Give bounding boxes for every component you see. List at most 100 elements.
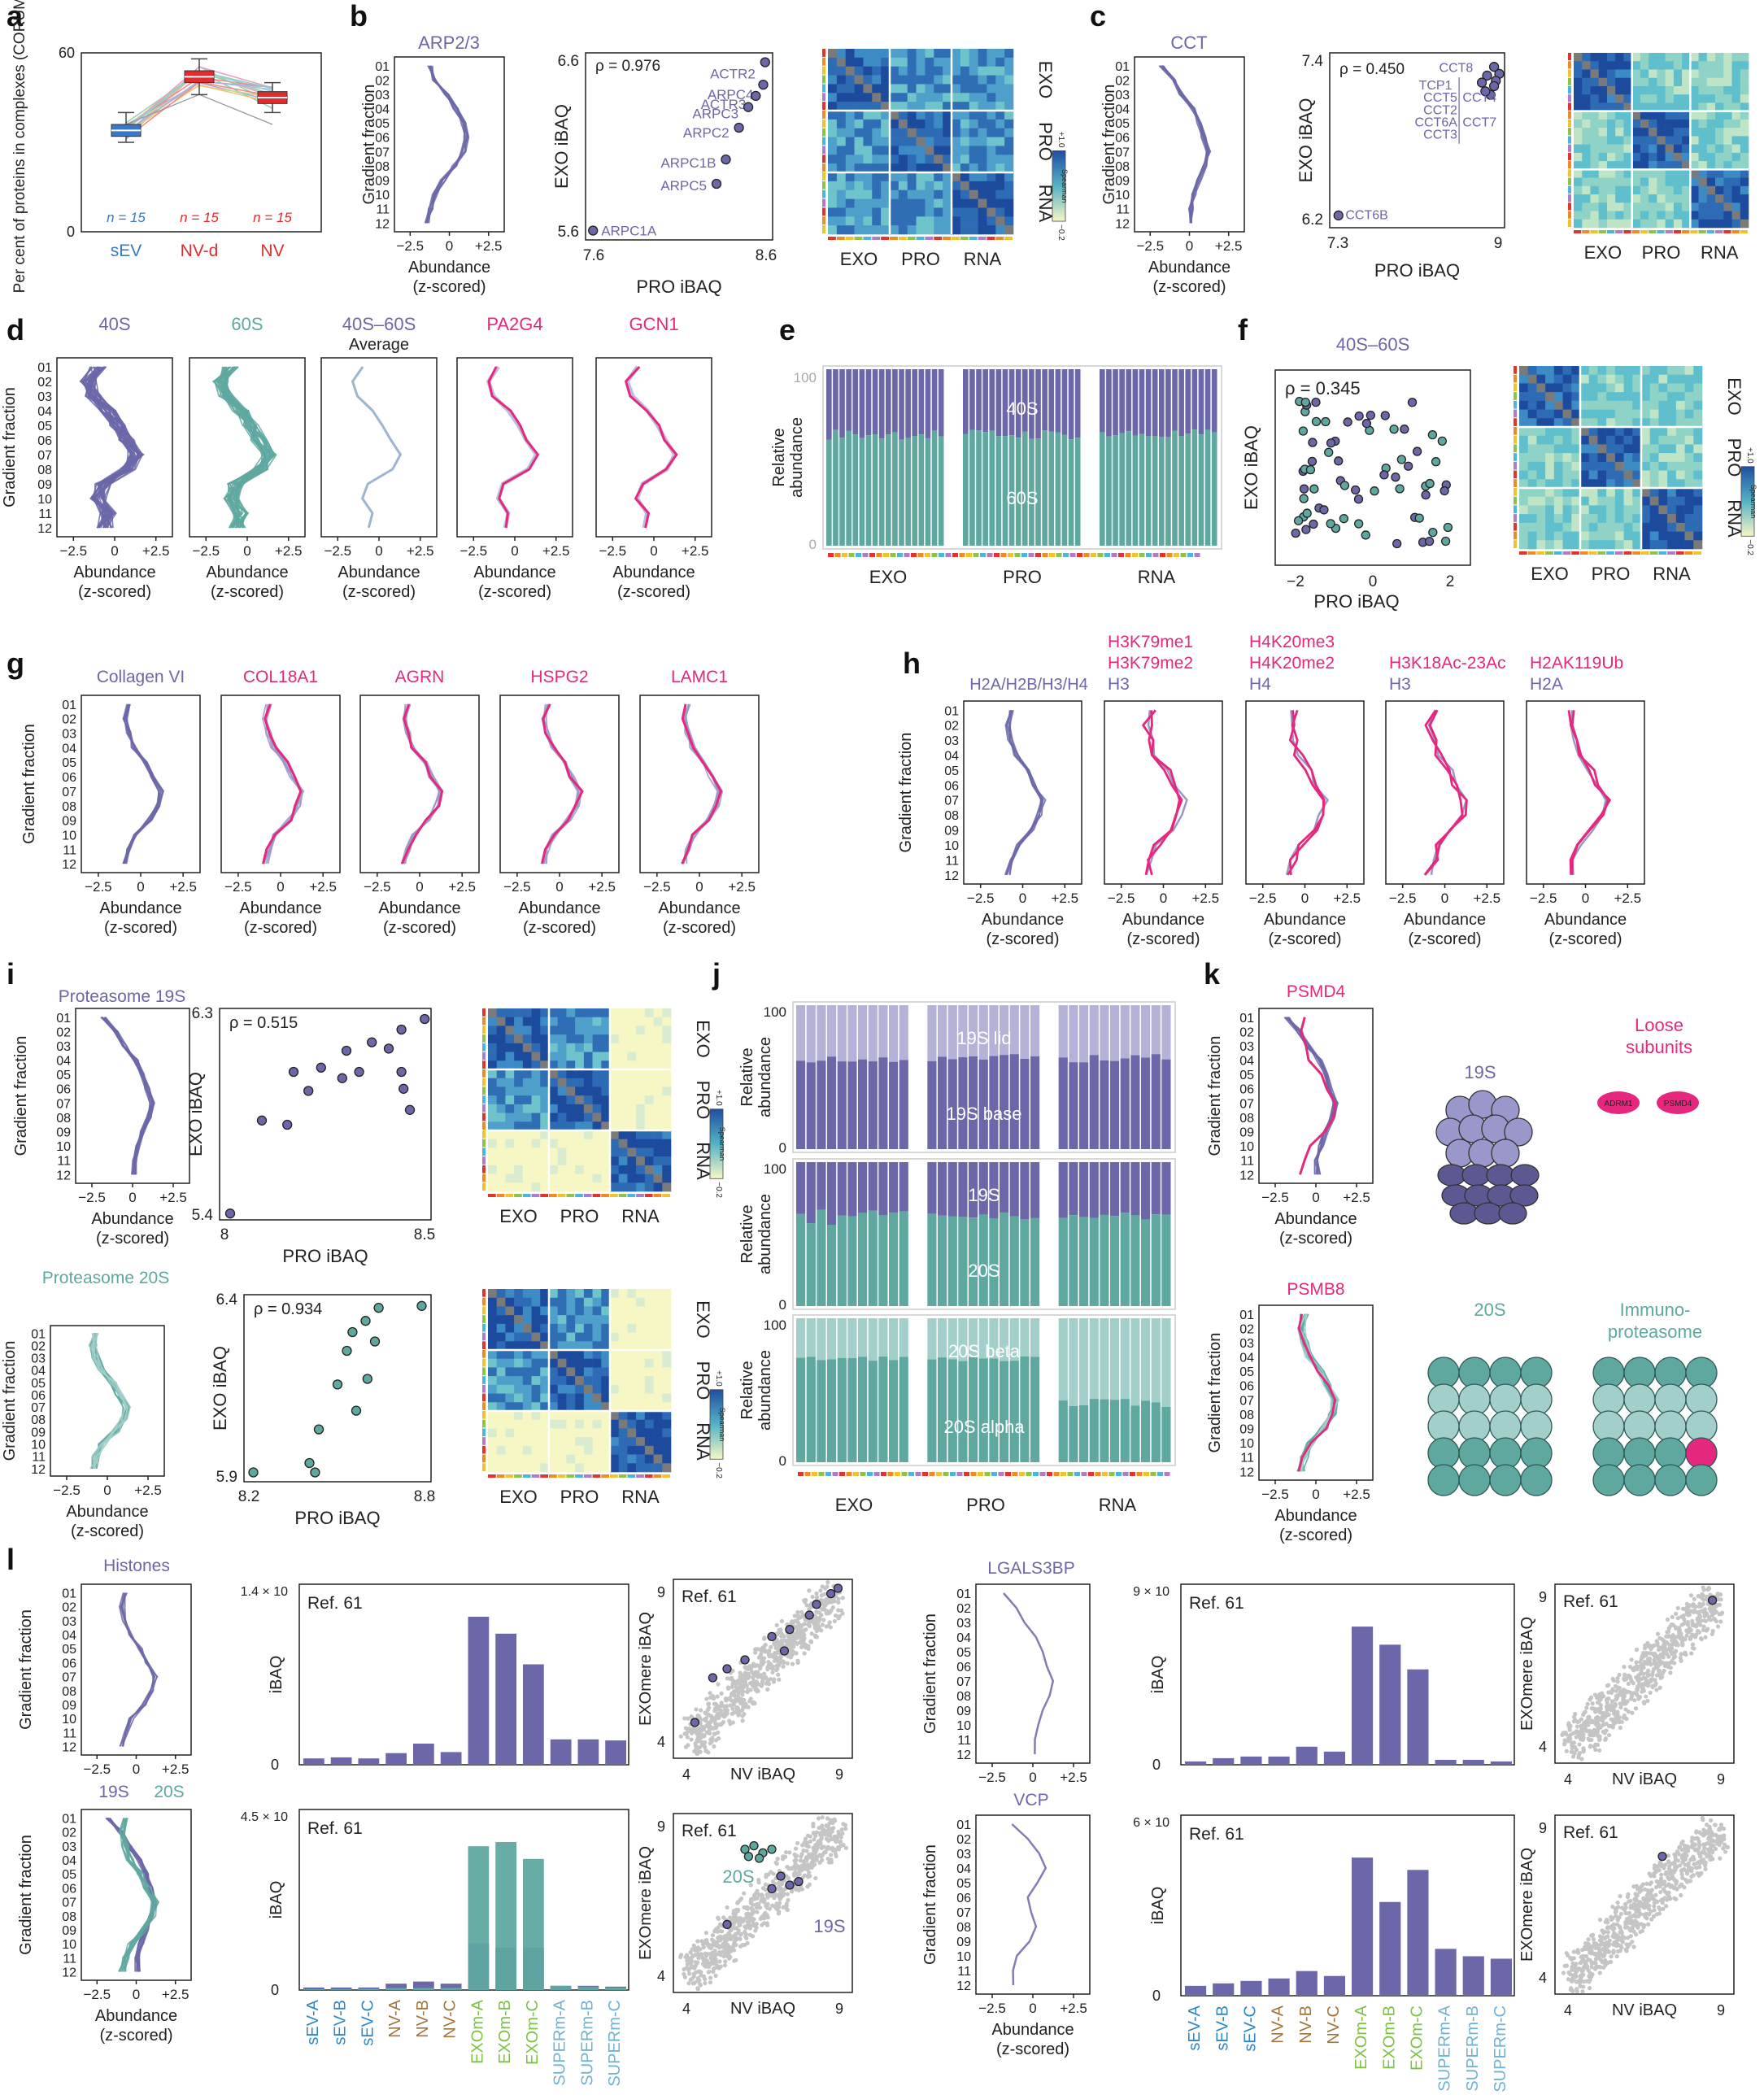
- heatmap-cell: [540, 1174, 550, 1183]
- heatmap-cell: [618, 1384, 628, 1394]
- sample-tick: [505, 1194, 514, 1197]
- heatmap-cell: [1641, 479, 1651, 489]
- heatmap-cell: [592, 1315, 602, 1325]
- bg-point: [838, 1839, 843, 1844]
- heatmap-cell: [1693, 435, 1703, 445]
- heatmap-cell: [1631, 185, 1641, 195]
- heatmap-cell: [881, 146, 891, 155]
- bg-point: [814, 1635, 820, 1640]
- bg-point: [765, 1687, 770, 1692]
- heatmap-cell: [1740, 53, 1749, 62]
- heatmap-cell: [845, 172, 855, 182]
- heatmap-cell: [653, 1454, 663, 1464]
- bar-segment-bottom: [1130, 1405, 1140, 1462]
- heatmap-cell: [505, 1306, 515, 1316]
- heatmap-cell: [557, 1026, 567, 1035]
- heatmap-cell: [1606, 128, 1616, 137]
- heatmap-cell: [601, 1156, 611, 1166]
- heatmap-cell: [1731, 69, 1741, 79]
- x-tick-label: +2.5: [588, 879, 616, 895]
- heatmap-cell: [618, 1043, 628, 1052]
- bg-point: [792, 1613, 797, 1618]
- bar-segment-bottom: [963, 433, 969, 546]
- sample-tick: [822, 216, 825, 225]
- heatmap-cell: [987, 84, 996, 94]
- y-axis-label: abundance: [788, 417, 806, 498]
- scatter-frame: [673, 1813, 853, 1993]
- heatmap-cell: [1731, 111, 1741, 120]
- heatmap-cell: [653, 1376, 663, 1386]
- sample-tick: [644, 1474, 653, 1478]
- heatmap-cell: [610, 1315, 620, 1325]
- fraction-tick: 12: [62, 1966, 76, 1980]
- heatmap-cell: [540, 1087, 550, 1096]
- block-label: RNA: [1099, 1495, 1137, 1515]
- heatmap-cell: [1665, 219, 1675, 229]
- heatmap-cell: [1582, 152, 1591, 162]
- x-tick-label: +2.5: [407, 543, 434, 559]
- heatmap-cell: [1706, 169, 1716, 178]
- sample-tick: [1615, 230, 1623, 233]
- heatmap-cell: [592, 1332, 602, 1342]
- heatmap-cell: [549, 1402, 559, 1412]
- heatmap-cell: [828, 216, 838, 226]
- sample-tick: [1568, 177, 1571, 185]
- profile-line: [625, 365, 677, 529]
- bg-point: [820, 1823, 825, 1828]
- sample-tick: [818, 1472, 825, 1476]
- heatmap-cell: [566, 1069, 576, 1079]
- bar-segment-top: [989, 1005, 999, 1056]
- bar-segment-top: [899, 1005, 908, 1060]
- profile-frame: [499, 695, 620, 873]
- heatmap-cell: [540, 1306, 550, 1316]
- rho-label: ρ = 0.976: [595, 58, 660, 75]
- heatmap-cell: [1615, 144, 1624, 154]
- x-axis-label: Abundance: [1544, 911, 1627, 929]
- data-point: [1396, 455, 1407, 464]
- heatmap-cell: [960, 172, 970, 182]
- highlight-line: [487, 366, 539, 529]
- bar-segment-top: [978, 1318, 988, 1359]
- heatmap-cell: [898, 172, 908, 182]
- heatmap-cell: [653, 1104, 663, 1113]
- sample-tick: [482, 1402, 486, 1410]
- sample-tick: [1568, 136, 1571, 144]
- heatmap-cell: [1623, 514, 1633, 524]
- heatmap-cell: [1631, 77, 1641, 87]
- heatmap-cell: [662, 1437, 672, 1447]
- heatmap-cell: [1665, 53, 1675, 62]
- bg-point: [777, 1644, 782, 1650]
- heatmap-cell: [881, 49, 891, 59]
- heatmap-cell: [618, 1017, 628, 1026]
- heatmap-cell: [978, 225, 987, 235]
- sample-tick: [1568, 69, 1571, 77]
- bar-segment-top: [1002, 369, 1008, 437]
- heatmap-cell: [1562, 461, 1572, 471]
- profile-line: [120, 1818, 156, 1972]
- heatmap-cell: [662, 1130, 672, 1140]
- heatmap-cell: [644, 1289, 654, 1299]
- data-point: [1443, 522, 1453, 533]
- heatmap-cell: [1665, 69, 1675, 79]
- complex-title: 20S: [1474, 1300, 1505, 1320]
- bar-segment-bottom: [865, 435, 872, 546]
- heatmap-cell: [1649, 111, 1657, 120]
- data-point: [1407, 398, 1418, 407]
- bg-point: [753, 1670, 758, 1674]
- bar-segment-top: [1009, 1005, 1019, 1055]
- heatmap-cell: [881, 102, 891, 111]
- heatmap-cell: [1715, 85, 1724, 95]
- heatmap-cell: [531, 1104, 541, 1113]
- base-subunit: [1474, 1202, 1503, 1225]
- bg-point: [783, 1849, 789, 1855]
- bg-point: [693, 1953, 698, 1957]
- heatmap-cell: [1706, 202, 1716, 211]
- heatmap-cell: [1519, 400, 1529, 410]
- heatmap-cell: [575, 1463, 585, 1473]
- bg-point: [769, 1653, 774, 1657]
- y-axis-label: EXO iBAQ: [185, 1072, 206, 1156]
- heatmap-cell: [496, 1043, 506, 1052]
- fraction-tick: 01: [62, 1813, 76, 1827]
- complex-title: Histones: [103, 1557, 170, 1575]
- sample-tick: [822, 137, 825, 146]
